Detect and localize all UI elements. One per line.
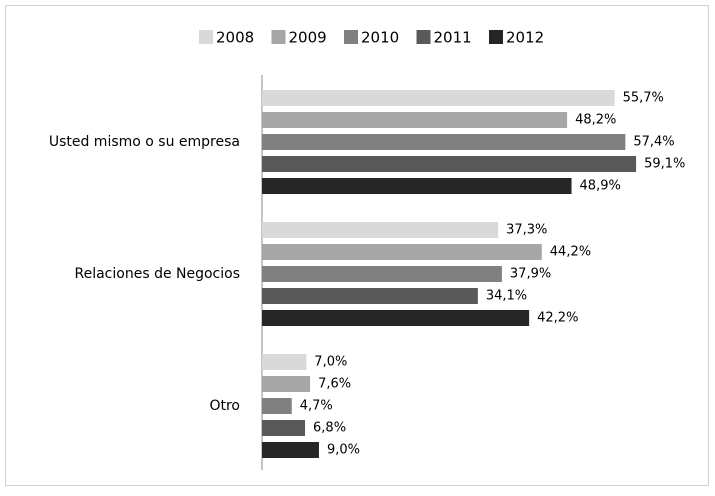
bar — [262, 134, 626, 150]
legend-swatch — [416, 30, 431, 44]
bar — [262, 222, 499, 238]
data-label: 57,4% — [633, 135, 674, 150]
data-label: 7,0% — [314, 355, 347, 370]
bar — [262, 90, 615, 106]
data-label: 42,2% — [537, 311, 578, 326]
legend-swatch — [271, 30, 286, 44]
legend-swatch — [344, 30, 358, 44]
legend-swatch — [489, 30, 503, 44]
category-label: Otro — [209, 398, 240, 414]
bar — [262, 442, 319, 458]
bar — [262, 112, 568, 128]
legend-label: 2008 — [216, 29, 254, 47]
data-label: 7,6% — [318, 377, 351, 392]
legend-label: 2010 — [361, 29, 399, 47]
data-label: 37,9% — [510, 267, 551, 282]
bar — [262, 266, 502, 282]
bar — [262, 244, 542, 260]
bar — [262, 420, 306, 436]
legend-swatch — [199, 30, 213, 44]
data-label: 4,7% — [300, 399, 333, 414]
data-label: 34,1% — [486, 289, 527, 304]
data-label: 9,0% — [327, 443, 360, 458]
bar — [262, 178, 572, 194]
data-label: 6,8% — [313, 421, 346, 436]
data-label: 37,3% — [506, 223, 547, 238]
data-label: 48,9% — [580, 179, 621, 194]
data-label: 55,7% — [623, 91, 664, 106]
bar — [262, 376, 311, 392]
bar — [262, 288, 478, 304]
bar — [262, 310, 530, 326]
legend-label: 2009 — [289, 29, 327, 47]
bar — [262, 398, 292, 414]
bar — [262, 354, 307, 370]
category-label: Usted mismo o su empresa — [49, 134, 240, 150]
legend-label: 2011 — [434, 29, 472, 47]
category-label: Relaciones de Negocios — [75, 266, 241, 282]
data-label: 44,2% — [550, 245, 591, 260]
legend-label: 2012 — [506, 29, 544, 47]
bar — [262, 156, 637, 172]
data-label: 59,1% — [644, 157, 685, 172]
data-label: 48,2% — [575, 113, 616, 128]
